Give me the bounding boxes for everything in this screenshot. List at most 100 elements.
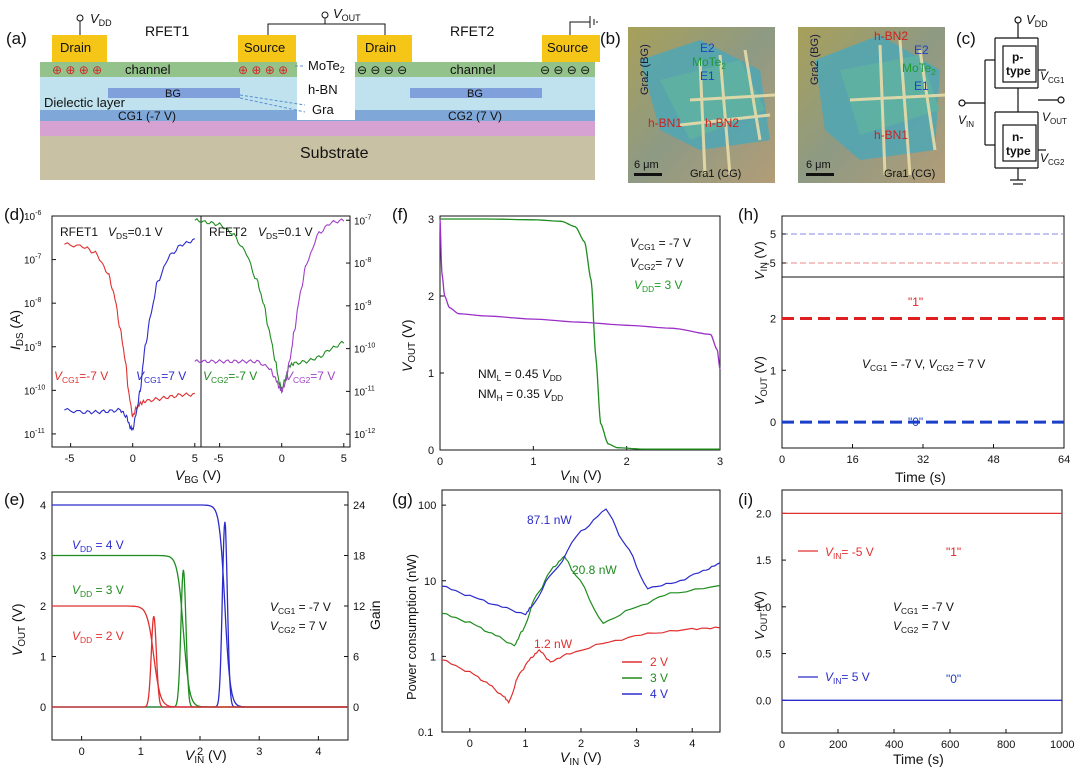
d-ytick-label-right: 10-10 (354, 343, 375, 356)
d-annot-cg2-neg: VCG2=-7 V (203, 369, 257, 385)
d-xtick-label: 0 (279, 453, 285, 465)
h-top-frame (781, 215, 1065, 278)
g-legend-label: 4 V (650, 687, 668, 701)
f-xtick-label: 2 (624, 456, 630, 468)
bg-bar-left (108, 88, 240, 98)
g-annot-20: 20.8 nW (572, 563, 617, 577)
i-vin-pos: VIN= 5 V (825, 670, 870, 686)
d-cond-left: VDS=0.1 V (108, 225, 163, 241)
vout-wire (267, 18, 386, 35)
bg-bar-right (410, 88, 542, 98)
i-ytick-label: 1.0 (756, 602, 771, 614)
chart-g-power: 0 1 2 3 4 0.1 1 10 100 87.1 nW 20.8 nW 1.2 nW 2 V 3 V… (404, 489, 721, 768)
panel-a-device-schematic: Substrate CG1 (-7 V) CG2 (7 V) BG BG Die… (40, 6, 600, 180)
f-ytick-label: 1 (428, 368, 434, 380)
c-vcg2-label: VCG2 (1040, 151, 1065, 167)
channel-label-right: channel (450, 62, 496, 77)
vdd-node (76, 14, 84, 22)
d-ytick-label-right: 10-11 (354, 385, 375, 398)
d-xtick-label: -5 (65, 453, 75, 465)
g-ylabel: Power consumption (nW) (404, 554, 419, 700)
g-series-line (441, 508, 721, 616)
d-xlabel: VBG (V) (175, 467, 221, 486)
rfet1-label: RFET1 (145, 23, 190, 39)
i-label-one: "1" (946, 545, 961, 559)
d-ytick-label-right: 10-12 (354, 428, 375, 441)
panel-label-g: (g) (392, 490, 413, 509)
d-ylabel: IDS (A) (7, 310, 26, 350)
f-xlabel: VIN (V) (560, 467, 602, 486)
holes-mid: ⊕ ⊕ ⊕ ⊕ (238, 63, 288, 77)
e-xtick-label: 1 (138, 746, 144, 758)
i-xtick-label: 200 (829, 739, 847, 751)
i-xlabel: Time (s) (893, 751, 944, 767)
g-legend-label: 2 V (650, 655, 668, 669)
cg2-label: CG2 (7 V) (448, 109, 502, 123)
substrate-layer (40, 136, 595, 180)
panel-c-labels: VDD p- type n- type VCG1 VCG2 VIN VOUT (958, 12, 1067, 167)
d-xtick-label: 0 (130, 453, 136, 465)
bg-label-right: BG (467, 88, 483, 100)
g-xtick-label: 0 (467, 738, 473, 750)
cg1-label: CG1 (-7 V) (118, 109, 176, 123)
vout-label: VOUT (333, 6, 361, 23)
h-top-ytick-label: -5 (766, 258, 776, 270)
h-xtick-label: 48 (988, 454, 1000, 466)
e-xtick-label: 3 (256, 746, 262, 758)
scale-label-left: 6 μm (634, 159, 659, 171)
h-xtick-label: 0 (779, 454, 785, 466)
gra1-label-left: Gra1 (CG) (690, 168, 741, 180)
ptype-label-2: type (1006, 64, 1031, 78)
f-cond2: VCG2= 7 V (630, 256, 684, 272)
i-xtick-label: 800 (997, 739, 1015, 751)
g-annot-87: 87.1 nW (527, 513, 572, 527)
chart-f-butterfly: 0 1 2 3 0 1 2 3 VCG1 = -7 V VCG2= 7 V VDD= 3 V NML … (399, 214, 723, 486)
e2-label-right: E2 (914, 43, 929, 57)
g-ytick-label: 100 (418, 500, 436, 512)
h-xtick-label: 16 (847, 454, 859, 466)
d-ytick-label-left: 10-11 (24, 428, 45, 441)
e2-label-left: E2 (700, 41, 715, 55)
scale-label-right: 6 μm (806, 159, 831, 171)
hbn2-label-right: h-BN2 (874, 29, 908, 43)
e1-label-left: E1 (700, 69, 715, 83)
vout-node (321, 11, 329, 19)
h-xlabel: Time (s) (895, 469, 946, 485)
mote2-label: MoTe2 (308, 58, 345, 75)
panel-label-f: (f) (392, 205, 408, 224)
g-ytick-label: 0.1 (418, 727, 433, 739)
g-annot-1: 1.2 nW (534, 637, 573, 651)
d-series-line (194, 218, 345, 390)
e-ytick-label: 4 (40, 500, 46, 512)
e-xlabel: VIN (V) (185, 747, 227, 766)
gra-label: Gra (312, 102, 334, 117)
scale-bar-left (634, 173, 662, 176)
panel-c-circuit (958, 16, 1065, 185)
c-vout-label: VOUT (1042, 110, 1067, 126)
g-xtick-label: 4 (689, 738, 695, 750)
panel-label-i: (i) (738, 490, 753, 509)
g-xlabel: VIN (V) (560, 749, 602, 768)
stack-inset (297, 52, 355, 120)
d-ytick-label-left: 10-8 (24, 297, 41, 310)
g-series-line (441, 555, 721, 647)
d-xtick-label: 5 (192, 453, 198, 465)
ntype-label-2: type (1006, 144, 1031, 158)
h-ytick-label: 2 (770, 313, 776, 325)
panel-label-a: (a) (6, 29, 27, 48)
e-label-vdd4: VDD = 4 V (72, 538, 124, 554)
i-ylabel: VOUT (V) (752, 591, 769, 640)
h-top-ylabel: VIN (V) (752, 241, 769, 280)
d-ytick-label-left: 10-6 (24, 210, 41, 223)
e-y2tick-label: 0 (353, 702, 359, 714)
source-label-1: Source (244, 40, 285, 55)
ntype-label: n- (1012, 130, 1023, 144)
i-xtick-label: 600 (941, 739, 959, 751)
g-legend-label: 3 V (650, 671, 668, 685)
c-vin-label: VIN (958, 113, 974, 129)
e-cond1: VCG1 = -7 V (270, 600, 331, 616)
source-contact-2 (542, 35, 600, 62)
i-ytick-label: 0.0 (756, 695, 771, 707)
drain-label-2: Drain (365, 40, 396, 55)
